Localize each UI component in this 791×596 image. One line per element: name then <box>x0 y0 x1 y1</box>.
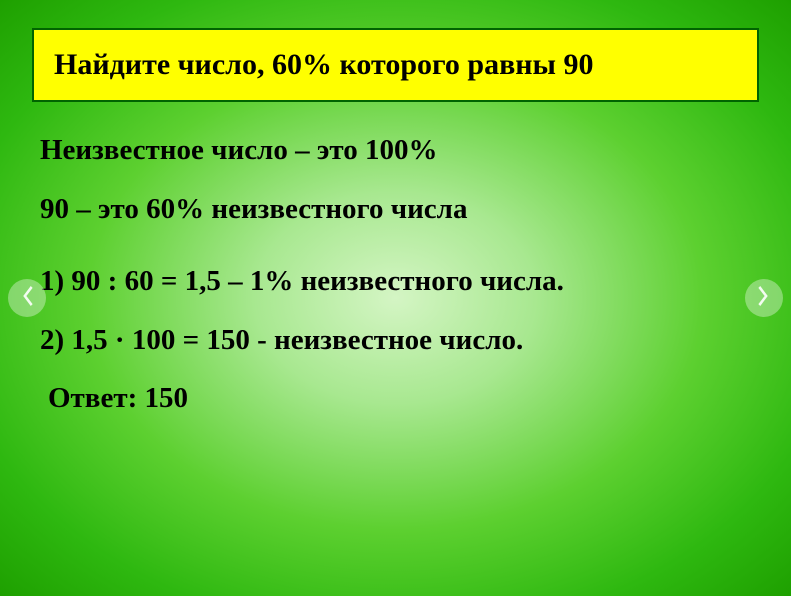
answer-line: Ответ: 150 <box>48 378 759 419</box>
chevron-left-icon <box>20 286 34 311</box>
slide-container: Найдите число, 60% которого равны 90 Неи… <box>0 0 791 596</box>
content-area: Неизвестное число – это 100% 90 – это 60… <box>32 130 759 419</box>
chevron-right-icon <box>757 286 771 311</box>
title-box: Найдите число, 60% которого равны 90 <box>32 28 759 102</box>
prev-slide-button[interactable] <box>8 279 46 317</box>
content-line-1: Неизвестное число – это 100% <box>40 130 759 171</box>
next-slide-button[interactable] <box>745 279 783 317</box>
content-line-4: 2) 1,5 · 100 = 150 - неизвестное число. <box>40 320 759 361</box>
content-line-2: 90 – это 60% неизвестного числа <box>40 189 759 230</box>
content-line-3: 1) 90 : 60 = 1,5 – 1% неизвестного числа… <box>40 261 759 302</box>
title-text: Найдите число, 60% которого равны 90 <box>54 48 737 82</box>
